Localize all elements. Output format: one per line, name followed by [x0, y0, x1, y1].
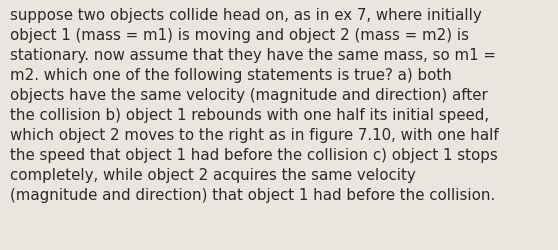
Text: suppose two objects collide head on, as in ex 7, where initially
object 1 (mass : suppose two objects collide head on, as … [10, 8, 499, 202]
